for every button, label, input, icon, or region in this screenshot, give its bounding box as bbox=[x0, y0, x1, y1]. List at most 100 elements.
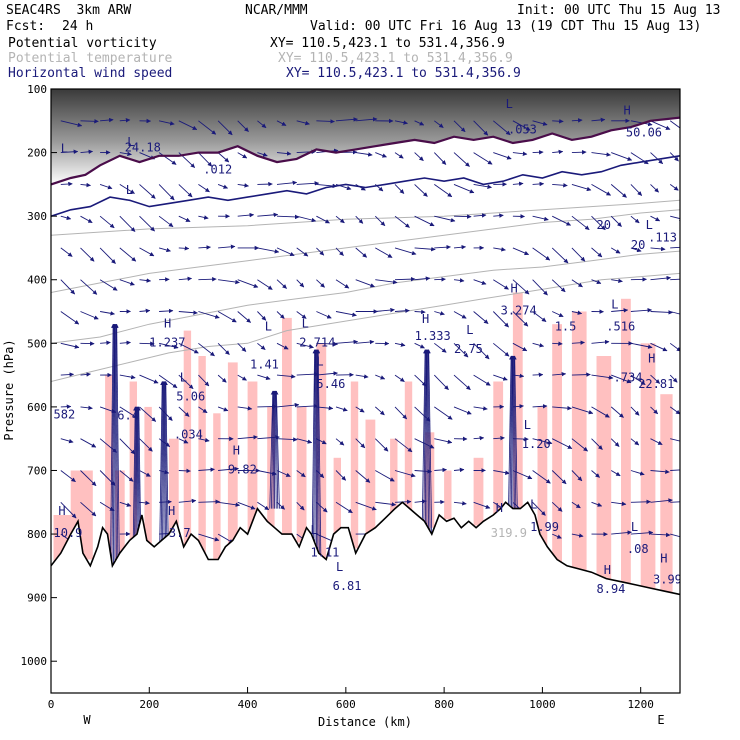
wind-arrow bbox=[414, 184, 428, 197]
vertical-wind-jet bbox=[510, 355, 515, 535]
wind-arrow bbox=[394, 276, 416, 282]
wind-arrow bbox=[276, 180, 298, 186]
wind-arrow bbox=[257, 279, 273, 290]
wind-arrow bbox=[650, 215, 661, 222]
wind-arrow bbox=[119, 406, 138, 419]
wind-arrow bbox=[394, 342, 406, 347]
contour-label: 5.06 bbox=[176, 390, 205, 404]
contour-label: L bbox=[506, 97, 513, 111]
contour-label: 5.46 bbox=[316, 377, 345, 391]
wind-arrow bbox=[453, 278, 465, 283]
wind-arrow bbox=[551, 247, 569, 264]
wind-arrow bbox=[512, 436, 529, 442]
x-tick-label: 200 bbox=[139, 698, 159, 711]
wind-arrow bbox=[611, 530, 632, 535]
wind-arrow bbox=[217, 311, 237, 323]
wind-arrow bbox=[532, 311, 547, 322]
wind-arrow bbox=[119, 118, 131, 123]
wind-arrow bbox=[670, 469, 680, 471]
wind-arrow bbox=[473, 311, 489, 324]
wind-arrow bbox=[257, 374, 271, 381]
wind-arrow bbox=[610, 470, 621, 477]
theta-contour bbox=[51, 250, 680, 344]
vertical-wind-jet bbox=[113, 323, 118, 598]
wind-arrow bbox=[434, 244, 451, 250]
wind-arrow bbox=[139, 308, 151, 314]
wind-arrow bbox=[80, 311, 99, 320]
vertical-wind-jet bbox=[512, 355, 517, 535]
wind-arrow bbox=[532, 342, 545, 348]
wind-arrow bbox=[257, 247, 280, 254]
wind-arrow bbox=[276, 120, 287, 126]
pv-positive-region bbox=[390, 438, 398, 514]
x-axis-end-east: E bbox=[657, 713, 664, 727]
wind-arrow bbox=[217, 406, 229, 412]
wind-arrow bbox=[276, 402, 300, 408]
wind-arrow bbox=[670, 215, 680, 221]
wind-arrow bbox=[512, 181, 524, 187]
wind-arrow bbox=[296, 279, 305, 288]
wind-arrow bbox=[434, 120, 444, 128]
wind-arrow bbox=[493, 247, 506, 252]
wind-arrow bbox=[571, 279, 583, 288]
wind-arrow bbox=[414, 342, 425, 349]
wind-arrow bbox=[99, 215, 115, 229]
x-tick-label: 800 bbox=[434, 698, 454, 711]
wind-arrow bbox=[60, 279, 76, 295]
wind-arrow bbox=[375, 470, 395, 482]
wind-arrow bbox=[473, 342, 490, 360]
wind-arrow bbox=[237, 342, 247, 352]
wind-arrow bbox=[119, 184, 135, 194]
wind-arrow bbox=[552, 215, 572, 226]
plot-frame bbox=[50, 88, 681, 694]
stratosphere-shading bbox=[51, 89, 680, 185]
wind-arrow bbox=[178, 438, 189, 444]
contour-label: L bbox=[127, 135, 134, 149]
wind-arrow bbox=[316, 215, 330, 224]
wind-arrow bbox=[60, 311, 80, 325]
wind-arrow bbox=[80, 119, 99, 124]
vertical-wind-jet bbox=[316, 349, 322, 585]
wind-arrow bbox=[591, 501, 603, 507]
wind-arrow bbox=[335, 438, 345, 446]
pv-positive-region bbox=[571, 311, 587, 571]
wind-arrow bbox=[80, 149, 94, 155]
wind-arrow bbox=[237, 183, 249, 188]
wind-arrow bbox=[198, 342, 215, 357]
contour-label: 3.274 bbox=[501, 304, 537, 318]
contour-label: H bbox=[58, 504, 65, 518]
wind-arrow bbox=[335, 311, 357, 317]
wind-arrow bbox=[119, 215, 136, 232]
init-time: Init: 00 UTC Thu 15 Aug 13 bbox=[517, 3, 721, 18]
wind-arrow bbox=[296, 403, 318, 409]
wind-arrow bbox=[610, 184, 627, 198]
wind-arrow bbox=[552, 311, 564, 318]
contour-label: 6.4 bbox=[117, 409, 139, 423]
wind-arrow bbox=[119, 374, 136, 380]
contour-label: H bbox=[624, 103, 631, 117]
wind-arrow bbox=[610, 247, 621, 254]
contour-label: H bbox=[604, 563, 611, 577]
wind-arrow bbox=[453, 374, 471, 391]
contour-label: H bbox=[660, 552, 667, 566]
wind-arrow bbox=[198, 467, 215, 472]
wind-arrow bbox=[60, 501, 77, 519]
wind-arrow bbox=[630, 247, 642, 253]
wind-arrow bbox=[198, 533, 220, 542]
wind-arrow bbox=[650, 406, 659, 415]
wind-arrow bbox=[80, 405, 93, 411]
wind-arrow bbox=[394, 247, 417, 256]
wind-arrow bbox=[453, 152, 470, 167]
wind-arrow bbox=[296, 215, 317, 223]
wind-arrow bbox=[414, 120, 425, 126]
wind-arrow bbox=[119, 438, 136, 455]
wind-arrow bbox=[178, 468, 191, 474]
wind-arrow bbox=[591, 215, 606, 231]
wind-arrow bbox=[591, 152, 611, 157]
wind-arrow bbox=[532, 372, 544, 378]
contour-label: 3.99 bbox=[653, 573, 682, 587]
wind-arrow bbox=[532, 120, 548, 126]
wind-arrow bbox=[375, 307, 395, 313]
wind-arrow bbox=[670, 501, 680, 503]
pv-positive-region bbox=[129, 381, 137, 541]
